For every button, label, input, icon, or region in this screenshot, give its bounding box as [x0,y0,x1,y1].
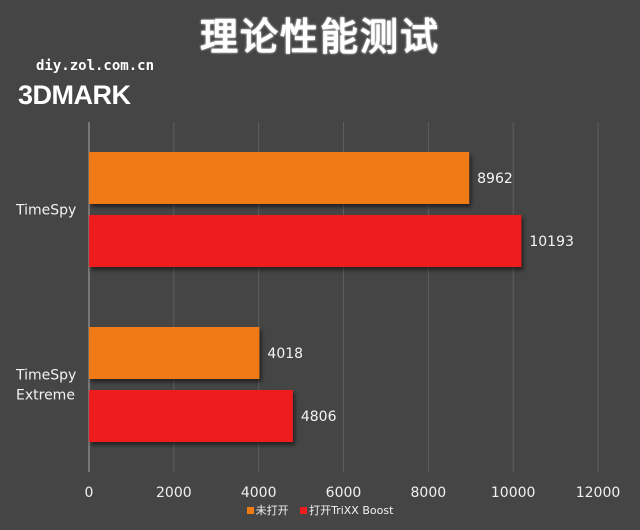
legend-item-on: 打开TriXX Boost [300,502,393,518]
x-tick-label: 8000 [411,485,447,501]
x-tick-label: 10000 [491,485,536,501]
labels: 0 2000 4000 6000 8000 10000 12000 TimeSpy 8962 10… [15,171,620,501]
x-tick-label: 0 [85,485,94,501]
category-label: TimeSpy [15,203,76,219]
x-tick-label: 4000 [241,485,277,501]
data-label: 4806 [301,409,337,425]
legend-label-on: 打开TriXX Boost [309,504,394,517]
watermark: diy.zol.com.cn [36,58,155,74]
data-label: 8962 [477,171,513,187]
category-label: TimeSpy [15,368,76,384]
bar [89,327,260,379]
legend-item-off: 未打开 [246,502,289,518]
bar [89,152,470,204]
x-tick-label: 12000 [576,485,621,501]
x-tick-label: 2000 [156,485,192,501]
bar [89,390,293,442]
chart-title: 理论性能测试 [199,15,440,59]
legend-label-off: 未打开 [255,504,289,517]
legend: 未打开 打开TriXX Boost [0,502,640,518]
legend-swatch-off [246,506,254,514]
category-label: Extreme [16,388,75,404]
data-label: 10193 [529,234,574,250]
bars [89,152,522,442]
x-tick-label: 6000 [326,485,362,501]
benchmark-logo: 3DMARK [18,80,131,110]
bar [89,215,522,267]
data-label: 4018 [267,346,303,362]
legend-swatch-on [300,506,308,514]
